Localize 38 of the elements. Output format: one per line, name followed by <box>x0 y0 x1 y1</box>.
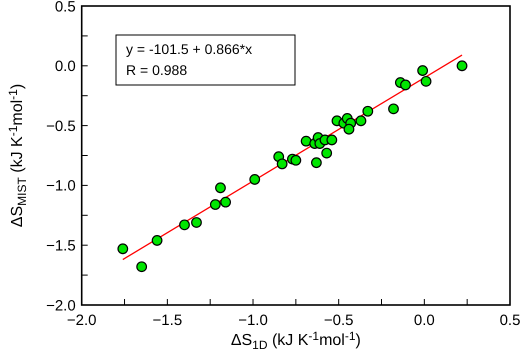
x-tick-label: 0.5 <box>500 312 520 329</box>
x-tick-label: −0.5 <box>324 312 354 329</box>
point <box>400 80 411 90</box>
point <box>300 136 312 147</box>
y-tick-label: 0.0 <box>54 58 76 76</box>
point <box>152 235 162 246</box>
x-axis-title: ΔS$_{1D}$ (kJ K$^{-1}$mol$^{-1}$) <box>230 329 361 352</box>
annotation: y = -101.5 + 0.866*x <box>126 41 252 57</box>
y-tick-label: −1.5 <box>46 237 76 254</box>
y-tick-label: −0.5 <box>46 118 76 135</box>
y-tick-label: −1.0 <box>46 178 76 195</box>
point <box>290 154 302 166</box>
x-tick-label: −1.5 <box>152 312 182 329</box>
point <box>420 76 432 87</box>
point <box>220 196 232 208</box>
x-tick-label: 0.0 <box>414 312 435 329</box>
point <box>215 182 226 194</box>
point <box>362 106 374 117</box>
point <box>456 60 468 72</box>
point <box>136 261 148 272</box>
point <box>249 174 260 185</box>
point <box>356 115 366 126</box>
point <box>388 103 399 114</box>
point <box>326 134 338 146</box>
y-tick-label: −2.0 <box>46 297 76 314</box>
y-tick-label: 0.5 <box>54 0 76 16</box>
point <box>117 243 128 254</box>
point <box>321 148 332 159</box>
point <box>276 158 288 170</box>
x-tick-label: −1.0 <box>238 312 268 329</box>
point <box>210 199 221 210</box>
annotation: R = 0.988 <box>126 62 188 78</box>
point <box>417 65 428 76</box>
point <box>311 157 322 168</box>
point <box>344 124 354 135</box>
point <box>179 219 190 230</box>
point <box>191 217 202 228</box>
x-tick-label: −2.0 <box>66 312 97 329</box>
